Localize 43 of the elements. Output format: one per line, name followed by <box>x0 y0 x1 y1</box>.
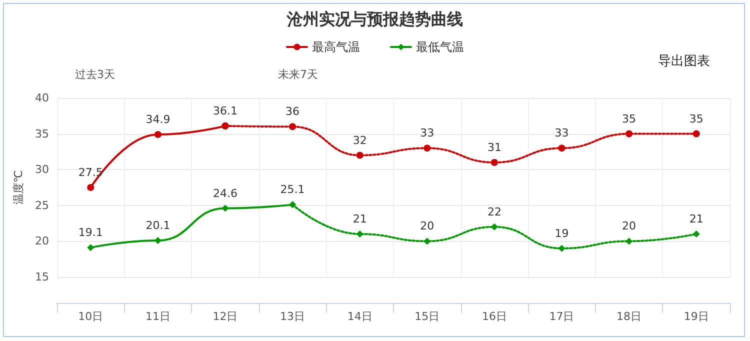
data-label: 33 <box>554 126 569 140</box>
y-axis-title: 温度℃ <box>12 170 26 205</box>
data-label: 35 <box>689 112 704 126</box>
x-tick-label: 13日 <box>280 310 306 323</box>
data-label: 24.6 <box>213 186 238 200</box>
chart-title: 沧州实况与预报趋势曲线 <box>286 10 463 28</box>
y-tick-label: 30 <box>35 163 49 176</box>
y-tick-label: 35 <box>35 127 49 140</box>
x-tick-label: 11日 <box>145 310 170 323</box>
data-label: 21 <box>352 212 367 226</box>
data-label: 21 <box>689 212 704 226</box>
text: 未来7天 <box>278 68 318 81</box>
legend-label: 最低气温 <box>416 40 464 54</box>
y-tick-label: 15 <box>35 270 49 284</box>
x-tick-label: 17日 <box>549 310 574 323</box>
data-label: 20.1 <box>146 218 170 232</box>
x-tick-label: 16日 <box>482 310 507 323</box>
data-label: 19 <box>554 226 569 240</box>
x-tick-label: 15日 <box>414 310 440 323</box>
data-label: 33 <box>420 126 434 140</box>
data-label: 20 <box>420 220 434 233</box>
y-tick-label: 20 <box>35 234 49 248</box>
x-tick-label: 12日 <box>212 310 238 323</box>
data-label: 32 <box>352 134 367 147</box>
y-tick-label: 25 <box>35 198 49 212</box>
data-label: 36 <box>286 105 300 118</box>
x-tick-label: 14日 <box>347 310 372 323</box>
data-label: 25.1 <box>280 183 305 196</box>
data-label: 27.5 <box>78 166 103 179</box>
data-label: 34.9 <box>146 113 170 126</box>
y-tick-label: 40 <box>35 92 49 104</box>
data-label: 36.1 <box>213 104 238 118</box>
x-tick-label: 18日 <box>616 310 642 323</box>
data-label: 19.1 <box>78 226 103 240</box>
text: 导出图表 <box>658 54 710 69</box>
x-tick-label: 19日 <box>684 310 709 323</box>
x-tick-label: 10日 <box>78 310 104 323</box>
data-label: 20 <box>622 220 636 233</box>
data-label: 31 <box>487 140 502 154</box>
data-label: 22 <box>487 205 502 218</box>
legend-label: 最高气温 <box>312 40 360 54</box>
data-label: 35 <box>622 112 636 126</box>
text: 过去3天 <box>75 68 115 81</box>
